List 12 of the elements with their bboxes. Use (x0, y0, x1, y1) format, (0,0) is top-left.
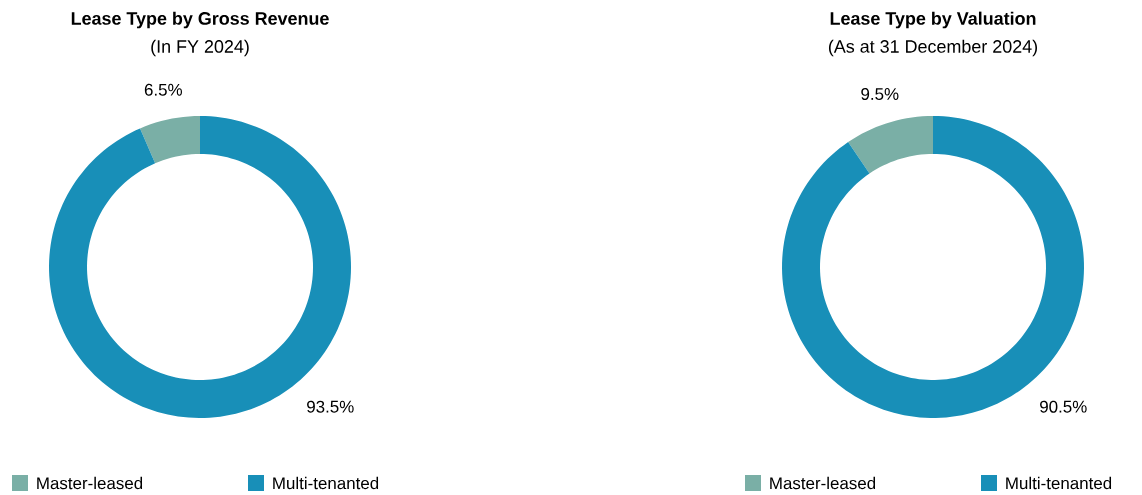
legend-label: Multi-tenanted (273, 476, 379, 490)
data-label: 6.5% (144, 83, 182, 96)
data-label: 9.5% (861, 88, 899, 100)
chart-title: Lease Type by Valuation (830, 11, 1036, 29)
chart-title: Lease Type by Gross Revenue (71, 11, 329, 29)
chart-subtitle: (In FY 2024) (151, 39, 249, 57)
legend-label: Multi-tenanted (1006, 476, 1112, 490)
data-label: 93.5% (307, 400, 354, 413)
legend-label: Master-leased (770, 476, 876, 490)
legend-label: Master-leased (37, 476, 143, 490)
chart-subtitle: (As at 31 December 2024) (828, 39, 1038, 57)
data-label: 90.5% (1040, 400, 1087, 413)
